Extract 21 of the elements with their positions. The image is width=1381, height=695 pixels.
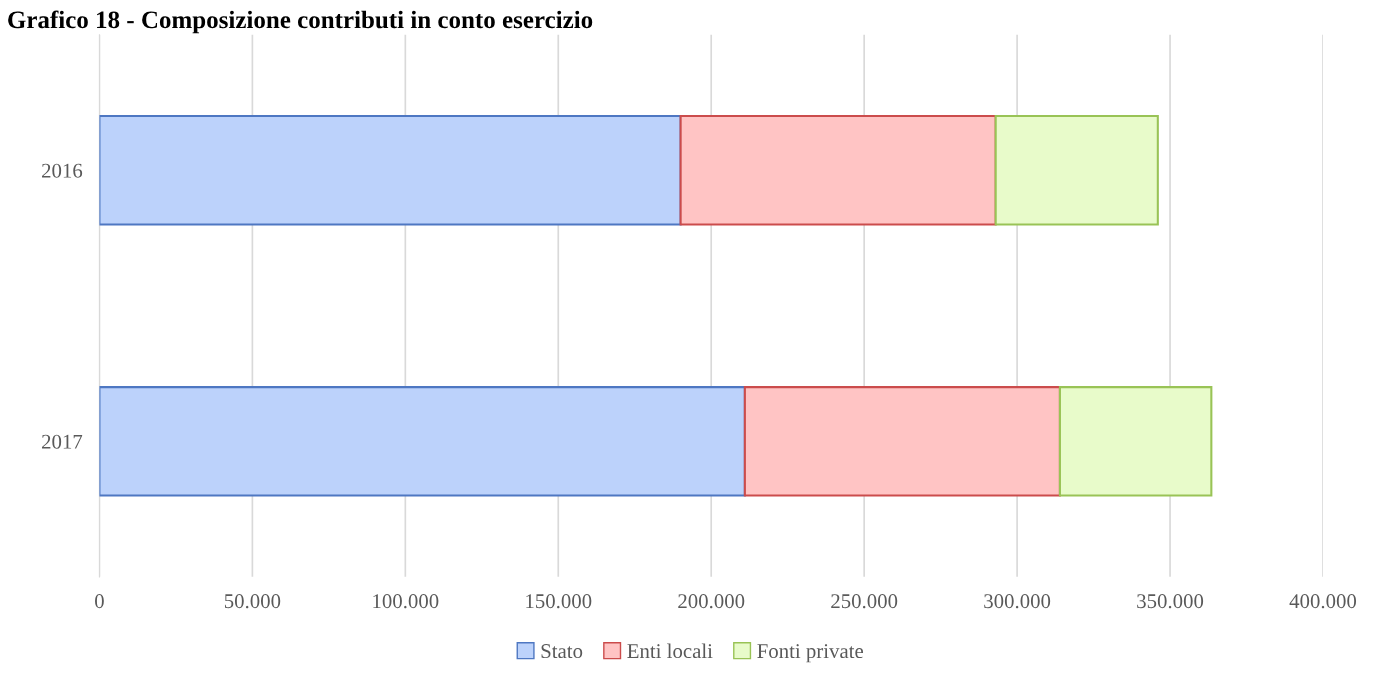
x-tick-label: 300.000 <box>984 594 1051 609</box>
legend-label: Fonti private <box>757 644 864 663</box>
legend-label: Stato <box>541 644 583 659</box>
bar <box>743 386 1061 497</box>
bar <box>99 386 746 497</box>
bar <box>1058 386 1213 497</box>
bar <box>679 115 997 226</box>
x-tick-label: 250.000 <box>831 594 898 609</box>
legend-label: Enti locali <box>627 643 713 659</box>
x-tick-label: 350.000 <box>1137 594 1204 609</box>
x-tick-label: 400.000 <box>1289 594 1357 609</box>
x-tick-label: 200.000 <box>678 594 745 609</box>
chart-title: Grafico 18 - Composizione contributi in conto esercizio <box>8 10 593 34</box>
x-tick-label: 150.000 <box>526 594 592 609</box>
x-tick-label: 0 <box>95 594 104 609</box>
y-tick-label: 2017 <box>42 434 83 449</box>
bar <box>994 115 1159 226</box>
y-tick-label: 2016 <box>42 163 83 178</box>
bar <box>99 115 682 226</box>
x-tick-label: 100.000 <box>373 594 439 609</box>
x-tick-label: 50.000 <box>224 594 281 609</box>
